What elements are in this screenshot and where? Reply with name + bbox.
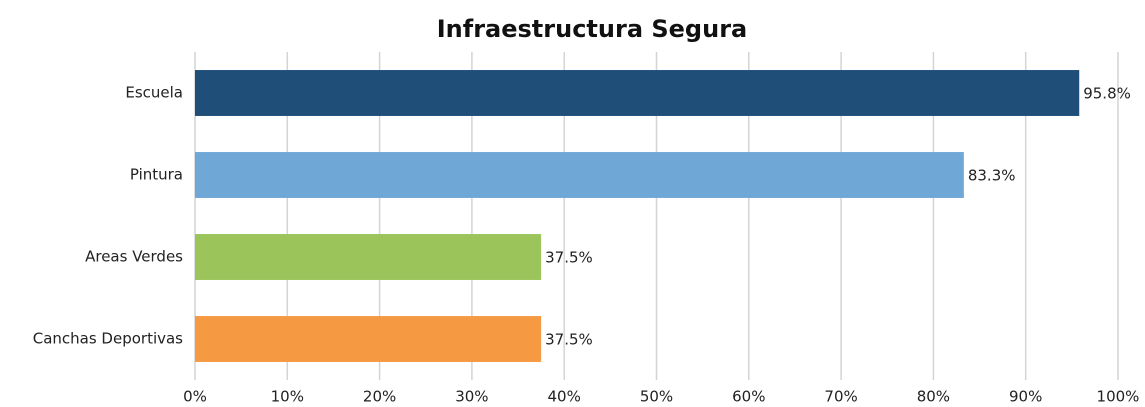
bar [195, 234, 542, 280]
x-tick-label: 60% [732, 388, 765, 406]
value-label: 37.5% [545, 331, 593, 349]
y-tick-label: Canchas Deportivas [33, 330, 183, 348]
x-tick-label: 100% [1097, 388, 1140, 406]
x-tick-label: 40% [548, 388, 581, 406]
value-label: 83.3% [968, 167, 1016, 185]
x-tick-label: 50% [640, 388, 673, 406]
bar [195, 70, 1080, 116]
value-label: 95.8% [1083, 85, 1131, 103]
chart-title: Infraestructura Segura [437, 15, 747, 43]
x-tick-label: 90% [1009, 388, 1042, 406]
y-tick-label: Pintura [130, 166, 183, 184]
x-tick-label: 0% [183, 388, 207, 406]
value-label: 37.5% [545, 249, 593, 267]
bar [195, 316, 542, 362]
x-tick-label: 20% [363, 388, 396, 406]
x-tick-label: 70% [824, 388, 857, 406]
y-tick-label: Areas Verdes [85, 248, 183, 266]
y-tick-label: Escuela [125, 84, 183, 102]
x-tick-label: 30% [455, 388, 488, 406]
x-tick-label: 10% [271, 388, 304, 406]
x-tick-label: 80% [917, 388, 950, 406]
bar [195, 152, 964, 198]
